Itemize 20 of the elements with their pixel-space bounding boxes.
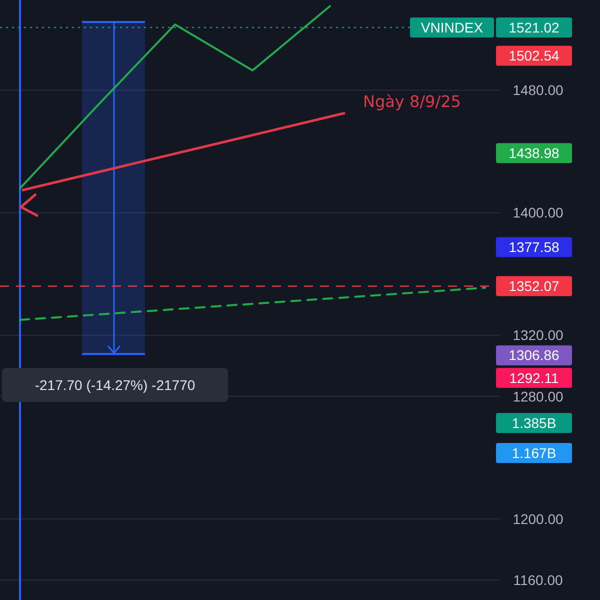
line-series [19, 286, 486, 321]
text: 1438.98 [508, 144, 560, 161]
annotation: -217.70 (-14.27%) -21770 [34, 376, 196, 393]
text: 1292.11 [509, 370, 559, 386]
text: 1.167B [512, 444, 556, 461]
text: 1306.86 [508, 347, 560, 364]
ref-line-label: 1352.07 [508, 278, 560, 294]
ref-line-label: 1521.02 [508, 19, 560, 36]
y-tick-label: 1200.00 [512, 510, 564, 527]
text: 1502.54 [508, 48, 560, 64]
text: 1.385B [512, 414, 556, 431]
annotation: Ngày 8/9/25 [363, 92, 461, 111]
y-tick-label: 1280.00 [512, 388, 564, 404]
text: 1377.58 [508, 238, 560, 255]
y-tick-label: 1480.00 [512, 82, 564, 98]
y-tick-label: 1400.00 [512, 204, 564, 221]
y-tick-label: 1160.00 [513, 572, 563, 588]
annotation: VNINDEX [420, 19, 484, 36]
line-series [19, 5, 331, 190]
y-tick-label: 1320.00 [512, 327, 564, 344]
